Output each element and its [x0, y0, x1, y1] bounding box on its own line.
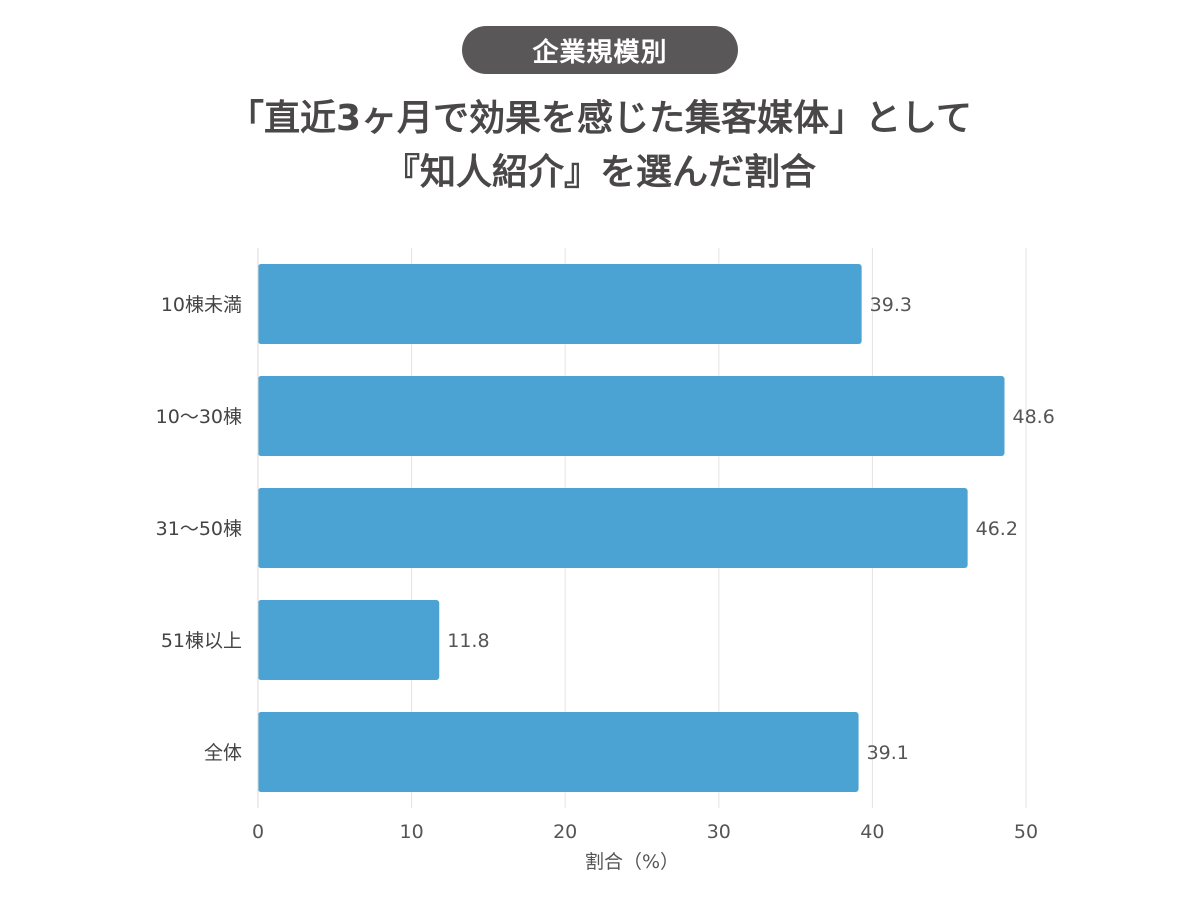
- bar-1: [258, 376, 1005, 456]
- data-label-3: 11.8: [447, 630, 489, 652]
- chart-title-line-1: 「直近3ヶ月で効果を感じた集客媒体」として: [228, 98, 972, 139]
- x-tick-label-1: 10: [400, 821, 424, 843]
- bar-4: [258, 712, 859, 792]
- data-label-2: 46.2: [976, 518, 1018, 540]
- x-tick-label-5: 50: [1014, 821, 1038, 843]
- chart-title-line-2: 『知人紹介』を選んだ割合: [383, 152, 816, 193]
- category-label-4: 全体: [204, 742, 242, 764]
- bar-3: [258, 600, 440, 680]
- x-tick-label-3: 30: [707, 821, 731, 843]
- category-badge: 企業規模別: [462, 26, 738, 74]
- category-label-2: 31〜50棟: [156, 518, 242, 540]
- x-tick-label-4: 40: [860, 821, 884, 843]
- bar-2: [258, 488, 968, 568]
- category-label-0: 10棟未満: [161, 294, 242, 316]
- chart-title: 「直近3ヶ月で効果を感じた集客媒体」として 『知人紹介』を選んだ割合: [0, 92, 1200, 200]
- x-axis-label: 割合（%）: [585, 851, 679, 873]
- category-label-1: 10〜30棟: [156, 406, 242, 428]
- data-label-0: 39.3: [870, 294, 912, 316]
- category-label-3: 51棟以上: [161, 630, 242, 652]
- data-label-4: 39.1: [867, 742, 909, 764]
- x-tick-label-2: 20: [553, 821, 577, 843]
- x-tick-label-0: 0: [252, 821, 264, 843]
- bar-0: [258, 264, 862, 344]
- data-label-1: 48.6: [1012, 406, 1054, 428]
